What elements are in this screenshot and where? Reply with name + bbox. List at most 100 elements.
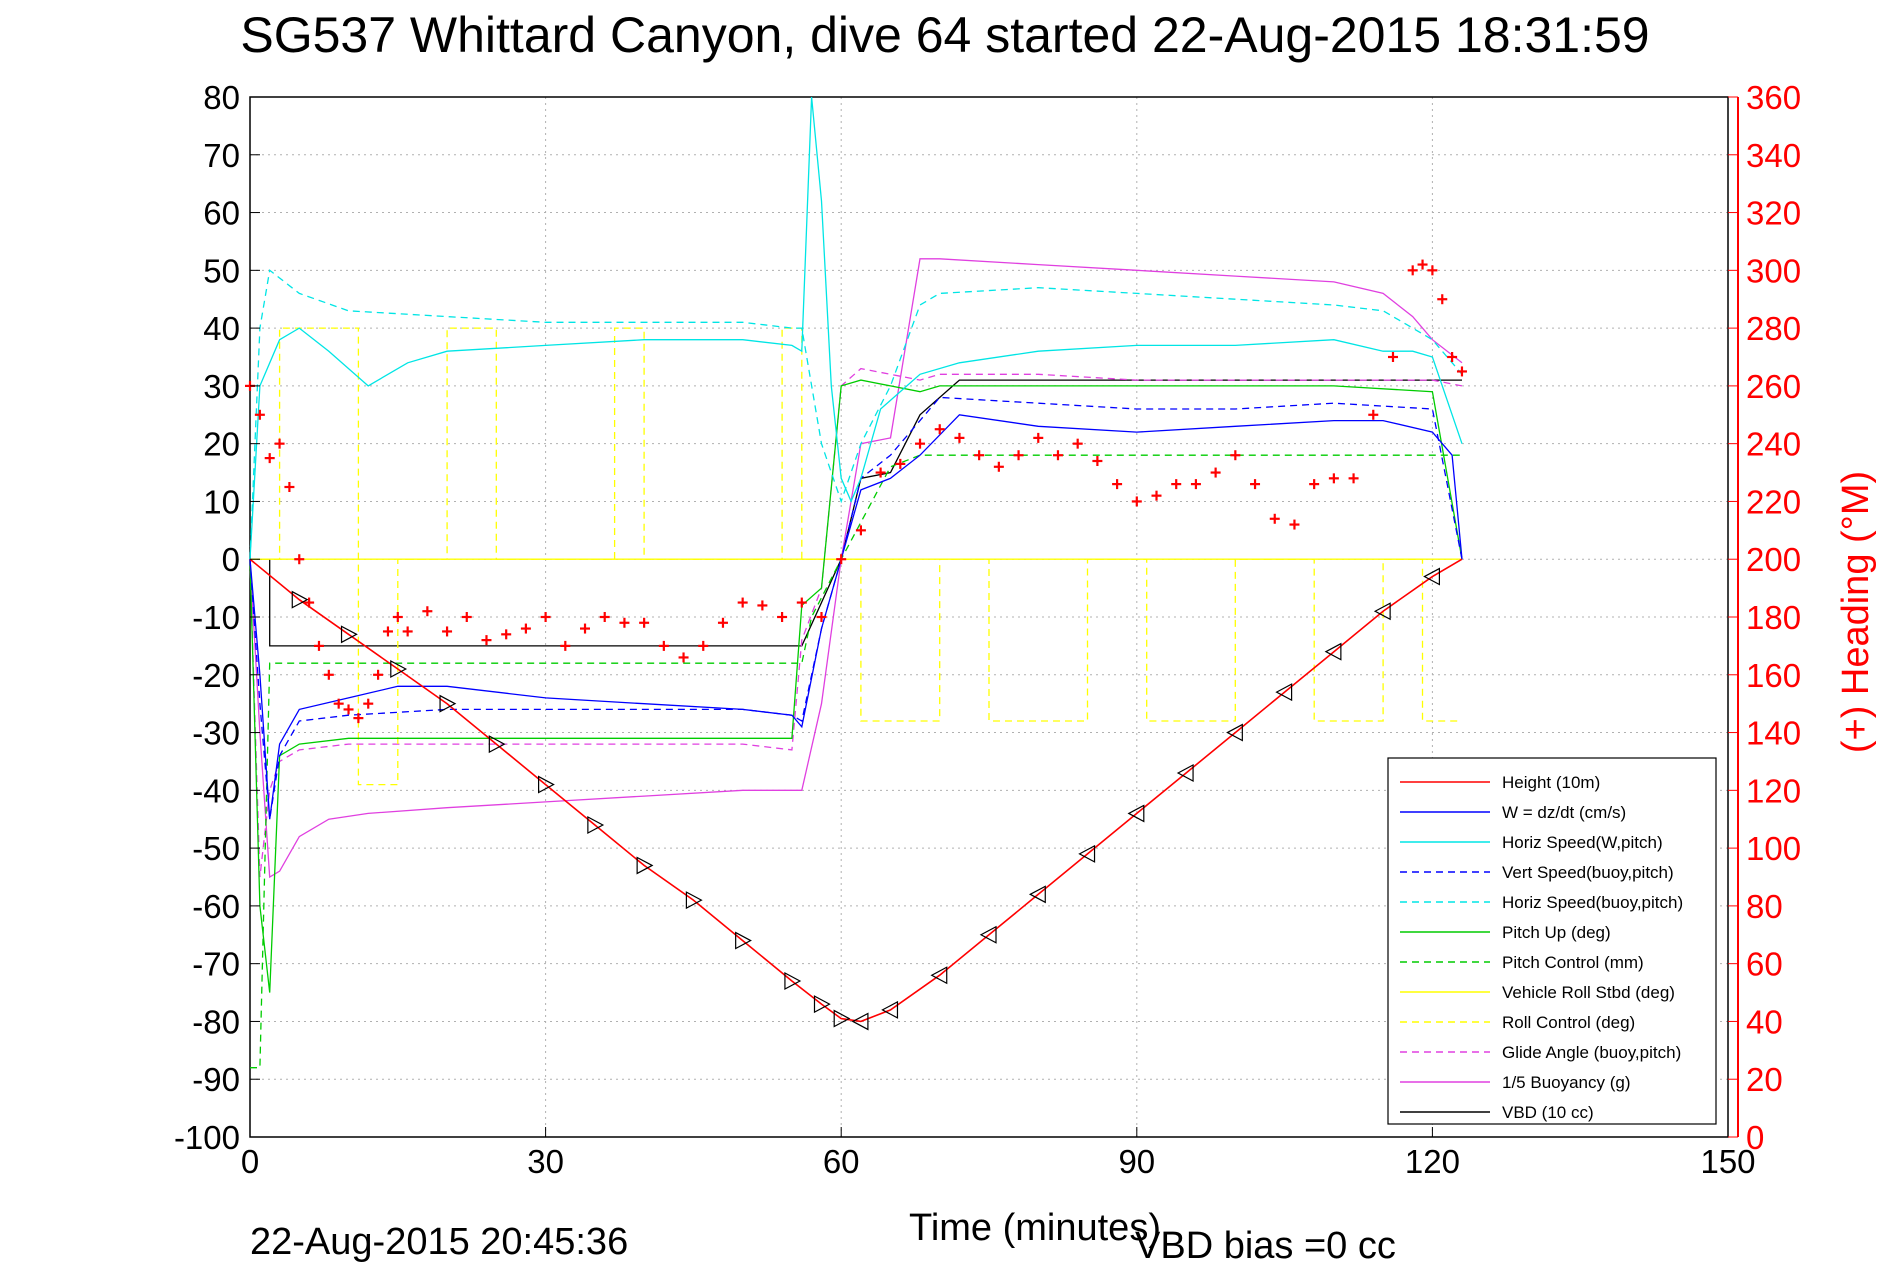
heading-point — [304, 597, 315, 608]
heading-point — [461, 612, 472, 622]
y2-ticks: 3603403203002802602402202001801601401201… — [1728, 79, 1801, 1156]
legend-label: Glide Angle (buoy,pitch) — [1502, 1043, 1681, 1062]
heading-point — [294, 554, 305, 565]
legend-label: Pitch Control (mm) — [1502, 953, 1644, 972]
heading-point — [1151, 490, 1162, 501]
y2-tick-label: 20 — [1746, 1061, 1783, 1098]
x-ticks: 0 30 60 90 120 150 — [241, 1127, 1756, 1180]
y2-axis-label: (+) Heading (°M) — [1835, 471, 1877, 753]
y-tick-label: -20 — [192, 657, 240, 694]
heading-point — [678, 652, 689, 663]
series-line — [249, 367, 1463, 878]
heading-point — [658, 640, 669, 651]
heading-point — [934, 424, 945, 435]
heading-point — [1447, 352, 1458, 362]
y-tick-label: -50 — [192, 830, 240, 867]
legend-entry: Glide Angle (buoy,pitch) — [1400, 1043, 1681, 1062]
heading-point — [363, 698, 374, 709]
y-tick-label: 80 — [203, 79, 240, 116]
heading-point — [757, 600, 768, 611]
height-marker — [537, 775, 555, 794]
height-marker — [1226, 723, 1243, 742]
legend-items: Height (10m) W = dz/dt (cm/s) Horiz Speed(… — [1400, 773, 1683, 1122]
heading-point — [1417, 259, 1428, 270]
x-tick-label: 60 — [823, 1143, 860, 1180]
heading-point — [392, 612, 403, 622]
height-marker — [784, 972, 802, 990]
heading-point — [599, 612, 610, 622]
heading-point — [422, 606, 433, 617]
height-marker — [1028, 885, 1046, 904]
height-marker — [979, 925, 997, 944]
height-marker — [930, 966, 948, 985]
heading-point — [875, 467, 886, 478]
legend-frame — [1387, 757, 1717, 1125]
series-line — [249, 269, 1463, 560]
series-line — [250, 379, 1462, 647]
height-marker — [1423, 567, 1441, 586]
heading-layer — [245, 259, 1467, 724]
heading-point — [796, 597, 807, 608]
heading-point — [1368, 409, 1379, 420]
legend-entry: Roll Control (deg) — [1400, 1013, 1635, 1032]
heading-point — [1131, 496, 1142, 507]
legend-label: Horiz Speed(W,pitch) — [1502, 833, 1663, 852]
heading-point — [560, 640, 571, 651]
y2-tick-label: 160 — [1746, 657, 1801, 694]
height-marker — [340, 625, 358, 644]
series-line — [249, 258, 1463, 879]
y2-tick-label: 80 — [1746, 888, 1783, 925]
y2-tick-label: 120 — [1746, 772, 1801, 809]
y2-tick-label: 100 — [1746, 830, 1801, 867]
heading-point — [954, 432, 965, 443]
y-tick-label: -70 — [192, 946, 240, 983]
heading-point — [1456, 366, 1467, 377]
chart-title: SG537 Whittard Canyon, dive 64 started 2… — [240, 7, 1649, 63]
heading-point — [1052, 450, 1063, 461]
legend-label: Vert Speed(buoy,pitch) — [1502, 863, 1674, 882]
height-marker — [439, 694, 457, 713]
x-tick-label: 30 — [527, 1143, 564, 1180]
y-tick-label: 20 — [203, 426, 240, 463]
y-tick-label: 70 — [203, 137, 240, 174]
height-marker — [488, 735, 506, 754]
y2-tick-label: 60 — [1746, 946, 1783, 983]
y2-tick-label: 40 — [1746, 1003, 1783, 1040]
heading-point — [1171, 479, 1182, 490]
x-tick-label: 0 — [241, 1143, 259, 1180]
heading-point — [1387, 352, 1398, 362]
height-marker — [881, 1000, 899, 1019]
heading-point — [1309, 479, 1320, 490]
y2-tick-label: 340 — [1746, 137, 1801, 174]
height-marker — [636, 856, 654, 875]
heading-point — [816, 612, 827, 622]
heading-point — [333, 698, 344, 709]
x-tick-label: 120 — [1405, 1143, 1460, 1180]
heading-point — [501, 629, 512, 640]
height-marker — [813, 995, 831, 1014]
legend-entry: VBD (10 cc) — [1400, 1103, 1594, 1122]
legend-entry: Pitch Up (deg) — [1400, 923, 1611, 942]
heading-point — [717, 617, 728, 628]
heading-point — [580, 623, 591, 634]
heading-point — [974, 450, 985, 461]
heading-point — [284, 482, 295, 492]
footer-vbd-bias: VBD bias =0 cc — [1135, 1225, 1396, 1262]
height-marker — [390, 660, 408, 678]
heading-point — [520, 623, 531, 634]
height-marker — [1176, 764, 1194, 782]
height-marker — [1275, 683, 1293, 702]
legend-label: Horiz Speed(buoy,pitch) — [1502, 893, 1683, 912]
y-tick-label: 30 — [203, 368, 240, 405]
heading-point — [353, 713, 364, 724]
heading-point — [1437, 294, 1448, 305]
legend-entry: Vert Speed(buoy,pitch) — [1400, 863, 1674, 882]
legend-label: VBD (10 cc) — [1502, 1103, 1594, 1122]
y-tick-label: 40 — [203, 310, 240, 347]
heading-point — [836, 554, 847, 565]
y-tick-label: -30 — [192, 715, 240, 752]
legend-label: Vehicle Roll Stbd (deg) — [1502, 983, 1675, 1002]
heading-point — [1427, 265, 1438, 276]
series-line — [249, 414, 1463, 820]
y-tick-label: -40 — [192, 772, 240, 809]
